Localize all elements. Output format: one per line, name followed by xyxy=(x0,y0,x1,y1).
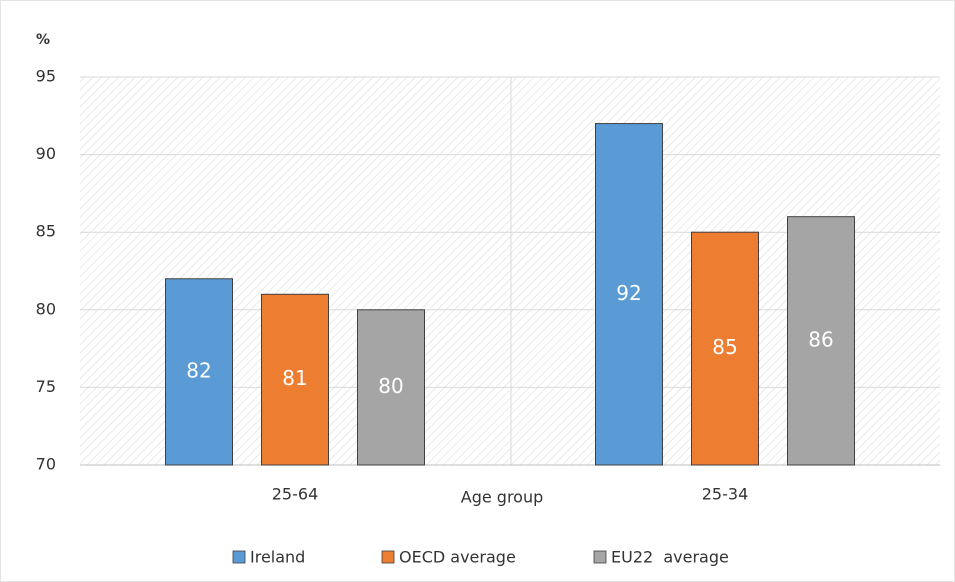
x-tick-label: 25-64 xyxy=(272,485,319,504)
y-tick-label: 90 xyxy=(36,144,56,163)
bar xyxy=(787,216,855,466)
y-axis-label: % xyxy=(36,32,50,48)
legend-label: EU22 average xyxy=(611,548,729,567)
x-tick-label: 25-34 xyxy=(702,485,749,504)
bar xyxy=(165,278,233,466)
data-label: 81 xyxy=(282,366,307,390)
y-tick-label: 95 xyxy=(36,67,56,86)
legend-swatch xyxy=(381,550,395,564)
y-tick-label: 85 xyxy=(36,222,56,241)
legend-label: Ireland xyxy=(250,548,305,567)
data-label: 80 xyxy=(378,374,403,398)
legend-swatch xyxy=(232,550,246,564)
y-tick-label: 70 xyxy=(36,455,56,474)
data-label: 82 xyxy=(186,358,211,382)
bar xyxy=(357,309,425,466)
y-tick-label: 80 xyxy=(36,299,56,318)
bar xyxy=(261,293,329,466)
legend-swatch xyxy=(593,550,607,564)
legend-label: OECD average xyxy=(399,548,516,567)
bar xyxy=(691,231,759,466)
x-axis-label: Age group xyxy=(461,488,544,507)
y-tick-label: 75 xyxy=(36,377,56,396)
bar xyxy=(595,123,663,466)
data-label: 92 xyxy=(616,281,641,305)
data-label: 86 xyxy=(808,327,833,351)
data-label: 85 xyxy=(712,335,737,359)
